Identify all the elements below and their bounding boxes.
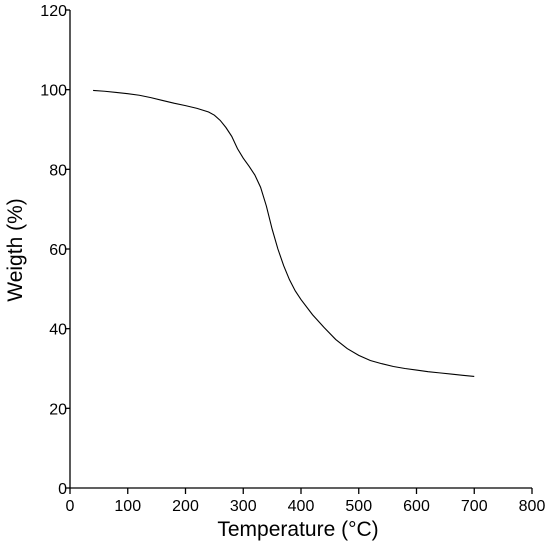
x-tick-label: 800 [519, 498, 546, 515]
series-layer [93, 89, 475, 378]
x-ticks: 0 100 200 300 400 500 600 700 800 [66, 488, 546, 515]
weight-curve-line [93, 89, 475, 378]
y-tick-label: 80 [49, 162, 67, 179]
y-tick-label: 120 [40, 3, 67, 20]
y-axis-title: Weigth (%) [4, 198, 27, 301]
x-tick-label: 200 [172, 498, 199, 515]
x-tick-label: 100 [114, 498, 141, 515]
x-tick-label: 600 [403, 498, 430, 515]
y-ticks: 0 20 40 60 80 100 120 [40, 3, 70, 498]
y-tick-label: 0 [58, 481, 67, 498]
x-tick-label: 700 [461, 498, 488, 515]
x-tick-label: 300 [230, 498, 257, 515]
x-tick-label: 0 [66, 498, 75, 515]
x-axis-title: Temperature (°C) [217, 518, 378, 541]
y-tick-label: 100 [40, 83, 67, 100]
y-tick-label: 40 [49, 322, 67, 339]
x-tick-label: 400 [288, 498, 315, 515]
y-tick-label: 20 [49, 401, 67, 418]
axes [69, 10, 532, 489]
x-tick-label: 500 [345, 498, 372, 515]
y-tick-label: 60 [49, 242, 67, 259]
